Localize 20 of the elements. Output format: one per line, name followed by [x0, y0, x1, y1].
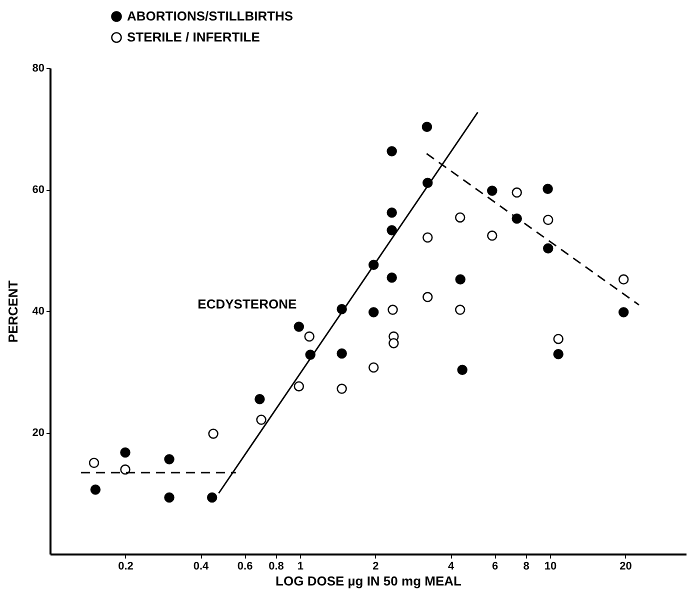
legend-label: ABORTIONS/STILLBIRTHS	[127, 8, 294, 24]
y-axis-title: PERCENT	[5, 280, 20, 343]
x-tick-label: 0.8	[268, 560, 284, 572]
x-tick-label: 20	[620, 560, 632, 572]
y-tick-label: 80	[32, 62, 44, 74]
x-tick-label: 8	[523, 560, 530, 572]
x-axis-title: LOG DOSE µg IN 50 mg MEAL	[276, 574, 462, 588]
y-tick-label: 60	[32, 184, 44, 196]
x-tick-label: 10	[544, 560, 557, 572]
annotation: ECDYSTERONE	[198, 296, 297, 312]
x-tick-label: 0.4	[193, 560, 210, 572]
x-tick-label: 0.6	[237, 560, 253, 572]
x-tick-label: 4	[448, 560, 455, 572]
legend-label: STERILE / INFERTILE	[127, 30, 260, 44]
y-tick-label: 40	[32, 306, 44, 318]
x-tick-label: 2	[372, 560, 379, 572]
x-tick-label: 0.2	[118, 560, 134, 572]
x-tick-label: 6	[492, 560, 498, 572]
x-tick-label: 1	[297, 560, 304, 572]
y-tick-label: 20	[32, 427, 44, 439]
